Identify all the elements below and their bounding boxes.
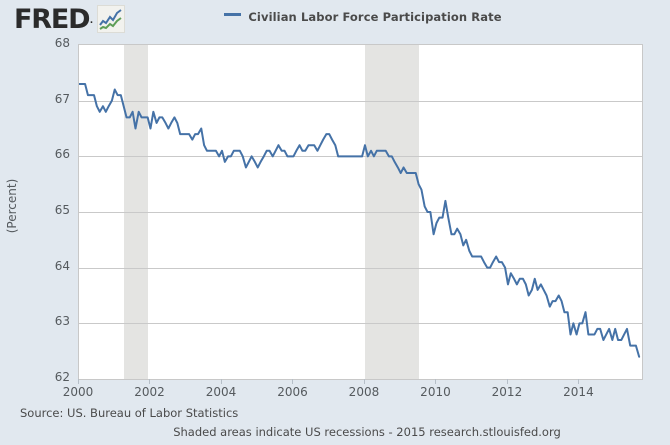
x-axis-tick-label: 2006 xyxy=(277,385,308,399)
fred-logo[interactable]: FRED. xyxy=(14,5,125,33)
x-axis-tick-label: 2008 xyxy=(348,385,380,399)
chart-footer: Source: US. Bureau of Labor Statistics S… xyxy=(0,404,670,445)
x-axis-tick-label: 2004 xyxy=(205,385,237,399)
x-axis-tick-mark xyxy=(78,379,79,384)
legend-color-swatch xyxy=(224,13,242,17)
x-axis-tick-label: 2012 xyxy=(491,385,523,399)
plot-canvas xyxy=(78,44,643,380)
gridline xyxy=(79,212,642,213)
fred-dot: . xyxy=(89,10,94,27)
y-axis-tick-label: 62 xyxy=(54,370,70,384)
x-axis-tick-mark xyxy=(435,379,436,384)
x-axis-tick-mark xyxy=(507,379,508,384)
chart-area: (Percent) 68 67 66 65 64 63 62 2000 2002 2004 200… xyxy=(0,36,643,401)
chart-header: FRED. Civilian Labor Force Participation… xyxy=(0,0,670,40)
source-text: Source: US. Bureau of Labor Statistics xyxy=(20,406,239,420)
y-axis-tick-label: 66 xyxy=(54,147,70,162)
legend-item-label[interactable]: Civilian Labor Force Participation Rate xyxy=(248,9,502,24)
recession-note-text: Shaded areas indicate US recessions - 20… xyxy=(173,425,561,439)
data-series-line xyxy=(79,45,642,379)
x-axis-tick-mark xyxy=(221,379,222,384)
gridline xyxy=(79,101,642,102)
x-axis-tick-mark xyxy=(149,379,150,384)
gridline xyxy=(79,323,642,324)
x-axis: 2000 2002 2004 2006 2008 2010 2012 2014 xyxy=(63,379,641,401)
series-path xyxy=(79,84,639,357)
y-axis-tick-label: 67 xyxy=(54,91,70,106)
y-axis-tick-label: 68 xyxy=(54,36,70,50)
y-axis: (Percent) 68 67 66 65 64 63 62 xyxy=(0,36,70,384)
chart-legend: Civilian Labor Force Participation Rate xyxy=(0,8,670,26)
recession-note: Shaded areas indicate US recessions - 20… xyxy=(0,425,670,439)
y-axis-tick-label: 63 xyxy=(54,314,70,329)
x-axis-tick-label: 2002 xyxy=(134,385,165,399)
gridline xyxy=(79,268,642,269)
y-axis-tick-label: 65 xyxy=(54,203,70,217)
x-axis-tick-mark xyxy=(578,379,579,384)
x-axis-tick-mark xyxy=(364,379,365,384)
sparkline-icon xyxy=(96,5,125,33)
x-axis-tick-label: 2014 xyxy=(563,385,594,399)
y-axis-tick-label: 64 xyxy=(54,258,70,273)
x-axis-tick-mark xyxy=(292,379,293,384)
x-axis-tick-label: 2000 xyxy=(62,385,94,399)
x-axis-tick-label: 2010 xyxy=(420,385,451,399)
fred-wordmark: FRED xyxy=(14,3,91,35)
